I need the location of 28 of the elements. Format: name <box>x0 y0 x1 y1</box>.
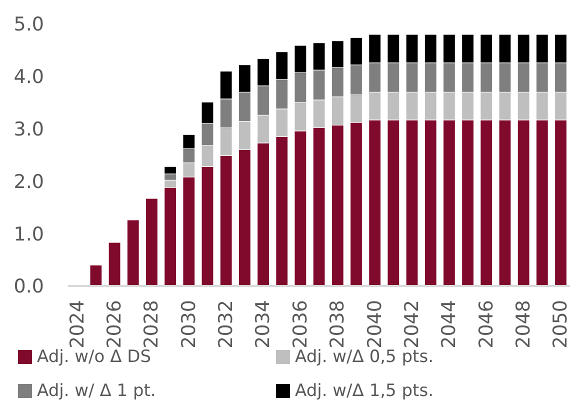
bar <box>90 264 102 286</box>
y-tick-label: 1.0 <box>14 223 44 246</box>
y-tick-label: 2.0 <box>14 170 44 193</box>
bar <box>126 220 140 286</box>
x-tick-label: 2044 <box>438 300 460 348</box>
x-tick-label: 2030 <box>178 300 200 348</box>
y-tick-label: 5.0 <box>14 14 44 36</box>
bar <box>145 198 158 286</box>
x-tick-label: 2038 <box>326 300 349 348</box>
x-tick-label: 2046 <box>475 300 498 348</box>
y-tick-label: 4.0 <box>14 66 44 88</box>
bar <box>108 242 121 286</box>
y-tick-label: 3.0 <box>14 118 44 141</box>
x-tick-label: 2036 <box>289 300 312 348</box>
legend-label: Adj. w/o Δ DS <box>37 347 152 367</box>
legend-label: Adj. w/ Δ 1 pt. <box>37 381 156 401</box>
x-tick-label: 2048 <box>512 300 535 348</box>
y-tick-label: 0.0 <box>14 276 44 298</box>
legend-label: Adj. w/Δ 0,5 pts. <box>295 347 434 367</box>
x-tick-label: 2050 <box>550 300 572 348</box>
legend-label: Adj. w/Δ 1,5 pts. <box>295 381 434 401</box>
x-tick-label: 2040 <box>364 300 386 348</box>
x-tick-label: 2034 <box>252 300 274 348</box>
x-tick-label: 2032 <box>215 300 238 348</box>
x-tick-label: 2028 <box>140 300 163 348</box>
x-tick-label: 2026 <box>103 300 126 348</box>
x-tick-label: 2024 <box>66 300 88 348</box>
x-tick-label: 2042 <box>400 300 423 348</box>
